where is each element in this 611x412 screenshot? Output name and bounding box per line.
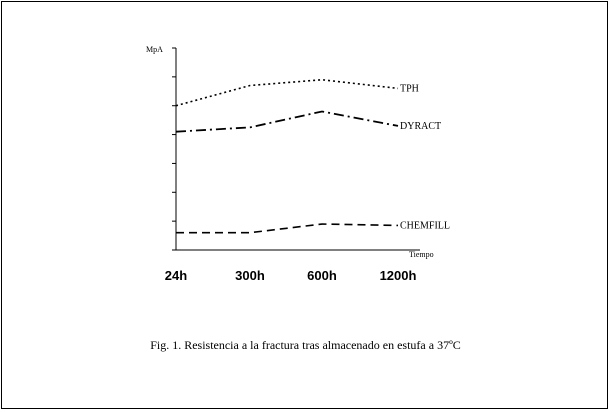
series-line-chemfill [176, 223, 399, 234]
labels-layer: MpA Tiempo 24h 300h 600h 1200h TPH DYRACT CHEMFI… [146, 45, 450, 283]
x-tick-label: 24h [165, 268, 187, 283]
chart-axes [172, 47, 420, 251]
y-axis-label: MpA [146, 45, 163, 54]
series-line-tph [175, 78, 399, 107]
x-axis-label: Tiempo [409, 250, 434, 259]
series-label-dyract: DYRACT [400, 121, 441, 132]
x-tick-label: 1200h [380, 268, 417, 283]
series-line-dyract [175, 110, 399, 133]
series-layer [175, 78, 399, 234]
series-label-tph: TPH [400, 83, 419, 94]
x-tick-label: 600h [307, 268, 337, 283]
figure-caption: Fig. 1. Resistencia a la fractura tras a… [150, 338, 461, 352]
x-tick-label: 300h [235, 268, 265, 283]
series-label-chemfill: CHEMFILL [400, 220, 450, 231]
